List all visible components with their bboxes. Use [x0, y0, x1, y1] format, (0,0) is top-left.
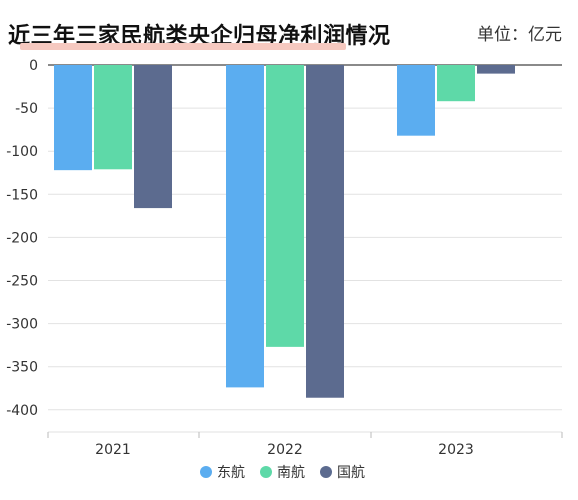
bar-国航-2023: [477, 65, 515, 74]
legend-label: 东航: [217, 465, 245, 481]
legend-item: 南航: [260, 465, 305, 481]
bar-南航-2023: [437, 65, 475, 102]
legend-item: 东航: [200, 465, 245, 481]
y-tick-label: -50: [15, 101, 38, 117]
legend-label: 南航: [277, 465, 305, 481]
legend-item: 国航: [320, 465, 365, 481]
legend: 东航 南航 国航: [200, 465, 365, 481]
legend-label: 国航: [337, 465, 365, 481]
y-tick-label: -350: [6, 360, 38, 376]
bars: [54, 65, 515, 398]
x-tick-label: 2022: [267, 442, 303, 458]
y-tick-label: -150: [6, 187, 38, 203]
bar-南航-2022: [266, 65, 304, 347]
y-tick-label: -250: [6, 274, 38, 290]
y-tick-label: -400: [6, 403, 38, 419]
legend-swatch: [200, 466, 212, 478]
bar-国航-2021: [134, 65, 172, 209]
y-tick-label: -100: [6, 144, 38, 160]
bar-东航-2023: [397, 65, 435, 136]
grid-lines: [48, 64, 562, 411]
bar-国航-2022: [306, 65, 344, 398]
legend-swatch: [320, 466, 332, 478]
x-axis-ticks: 2021 2022 2023: [47, 432, 563, 458]
x-tick-label: 2023: [438, 442, 474, 458]
bar-南航-2021: [94, 65, 132, 170]
y-axis-ticks: 0 -50 -100 -150 -200 -250 -300 -350 -400: [6, 58, 38, 419]
title-underline: [20, 43, 346, 50]
bar-东航-2021: [54, 65, 92, 171]
x-tick-label: 2021: [95, 442, 131, 458]
bar-东航-2022: [226, 65, 264, 388]
unit-label: 单位：亿元: [477, 25, 562, 45]
y-tick-label: 0: [29, 58, 38, 74]
legend-swatch: [260, 466, 272, 478]
y-tick-label: -200: [6, 230, 38, 246]
y-tick-label: -300: [6, 317, 38, 333]
